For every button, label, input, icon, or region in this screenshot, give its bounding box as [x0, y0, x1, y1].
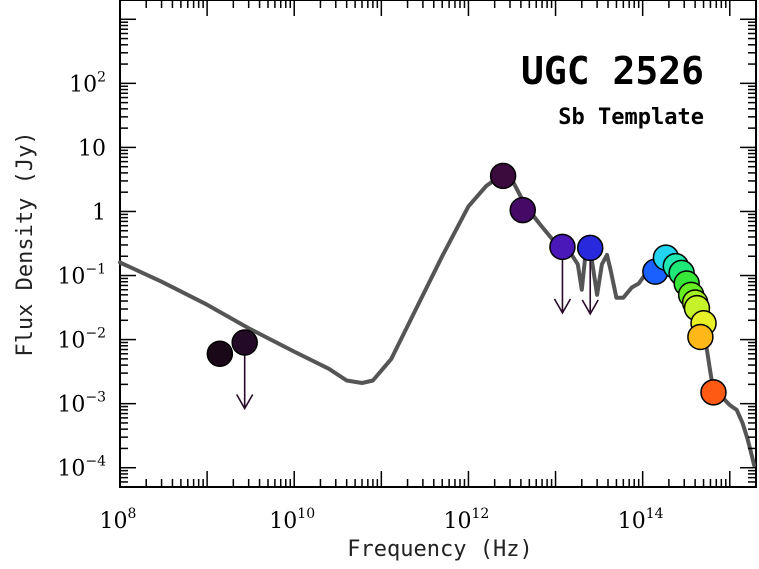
y-tick-label-1: 102 [69, 69, 106, 97]
x-tick-label-3: 1012 [444, 506, 490, 534]
y-tick-label-6-exp: −3 [85, 390, 106, 406]
y-tick-label-2: 10 [78, 136, 106, 161]
data-point-1 [206, 340, 234, 368]
x-tick-label-4-exp: 14 [646, 506, 664, 522]
x-tick-label-1: 108 [100, 506, 137, 534]
x-tick-label-2: 1010 [269, 506, 315, 534]
y-tick-label-5: 10−2 [57, 326, 106, 354]
data-point-6 [576, 234, 604, 262]
data-point-16 [687, 323, 714, 351]
y-tick-label-7-exp: −4 [85, 454, 106, 470]
data-points-layer [206, 162, 727, 406]
data-point-17 [700, 379, 727, 406]
y-tick-label-6: 10−3 [57, 390, 106, 418]
chart-title: UGC 2526 [521, 49, 704, 93]
data-point-5 [549, 233, 576, 261]
x-tick-label-2-exp: 10 [297, 506, 315, 522]
y-tick-label-4: 10−1 [57, 262, 106, 290]
chart-subtitle: Sb Template [558, 105, 704, 130]
x-tick-label-4: 1014 [618, 506, 664, 534]
template-curve [118, 173, 757, 468]
y-tick-label-4-exp: −1 [85, 262, 106, 278]
y-tick-label-5-exp: −2 [85, 326, 106, 342]
y-tick-label-3: 1 [92, 200, 106, 225]
data-point-4 [509, 196, 536, 224]
y-axis-title: Flux Density (Jy) [13, 131, 38, 356]
plot-frame [119, 0, 757, 488]
upper-limit-layer [235, 246, 599, 411]
data-point-3 [489, 162, 517, 190]
template-layer [118, 173, 757, 468]
x-axis-title: Frequency (Hz) [347, 537, 532, 562]
x-tick-label-1-exp: 8 [128, 506, 137, 522]
data-point-2 [231, 329, 258, 356]
x-tick-label-3-exp: 12 [472, 506, 490, 522]
y-tick-label-7: 10−4 [57, 454, 106, 482]
y-tick-label-1-exp: 2 [97, 69, 106, 85]
